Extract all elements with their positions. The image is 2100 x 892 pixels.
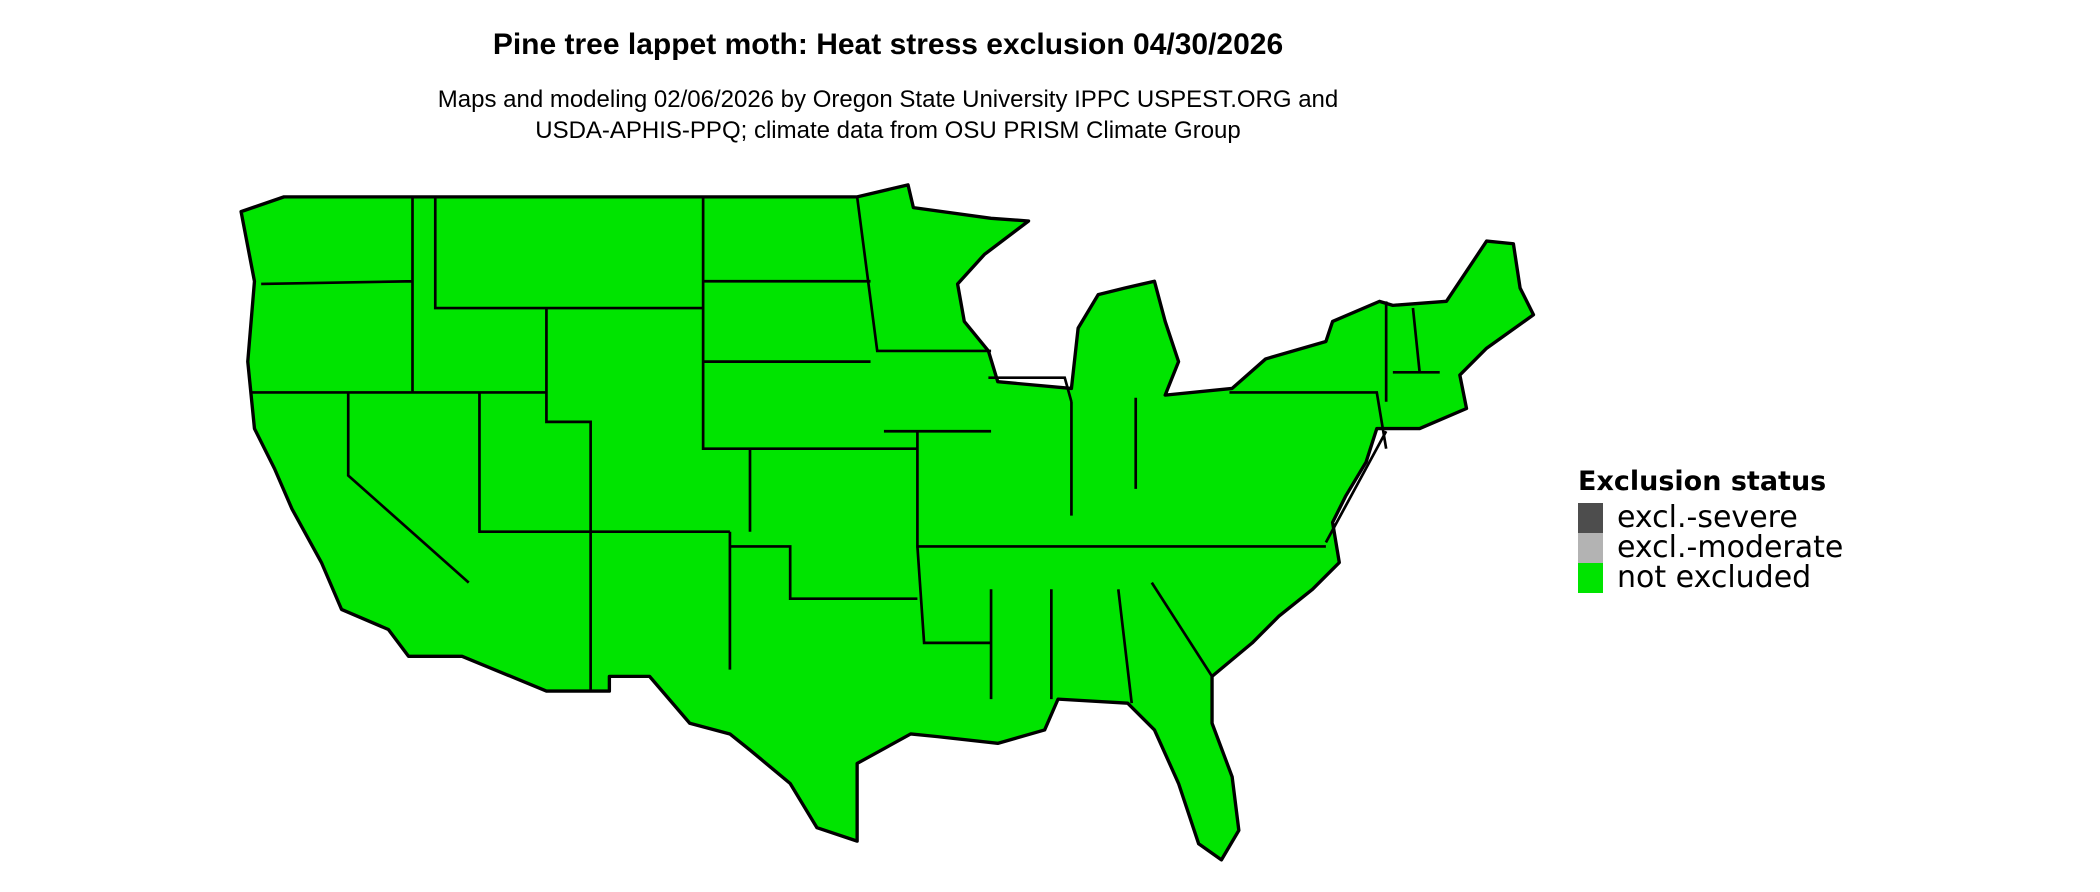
legend-swatch-severe	[1578, 503, 1603, 533]
map-title: Pine tree lappet moth: Heat stress exclu…	[492, 28, 1284, 61]
legend: Exclusion status excl.-severe excl.-mode…	[1578, 466, 1843, 593]
subtitle-line-2: USDA-APHIS-PPQ; climate data from OSU PR…	[535, 117, 1241, 144]
legend-title: Exclusion status	[1578, 466, 1827, 497]
state-borders	[251, 196, 1440, 704]
subtitle-line-1: Maps and modeling 02/06/2026 by Oregon S…	[437, 86, 1339, 113]
legend-label: excl.-moderate	[1617, 530, 1844, 565]
legend-label: excl.-severe	[1617, 500, 1798, 535]
legend-item-severe: excl.-severe	[1578, 503, 1843, 533]
legend-swatch-moderate	[1578, 533, 1603, 563]
legend-item-not-excluded: not excluded	[1578, 563, 1843, 593]
map-subtitle: Maps and modeling 02/06/2026 by Oregon S…	[0, 84, 1776, 146]
legend-item-moderate: excl.-moderate	[1578, 533, 1843, 563]
us-outline	[239, 183, 1536, 862]
legend-label: not excluded	[1617, 560, 1812, 595]
legend-swatch-not-excluded	[1578, 563, 1603, 593]
